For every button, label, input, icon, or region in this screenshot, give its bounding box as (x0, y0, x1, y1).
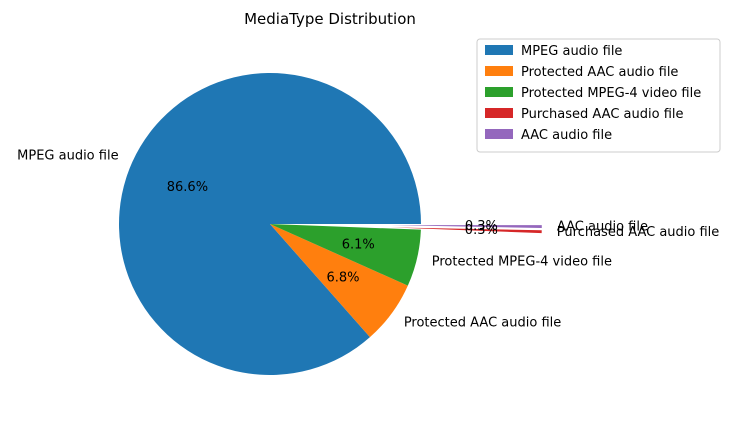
pie-slice-protected-mpeg-4-video-file (270, 224, 421, 286)
pie-slice-aac-audio-file (390, 225, 542, 228)
legend-swatch-purchased-aac-audio-file (485, 108, 513, 118)
pie-slice-protected-aac-audio-file (270, 224, 408, 338)
legend-box (476, 38, 721, 153)
slice-pct-protected-mpeg-4-video-file: 6.1% (342, 238, 375, 253)
legend: MPEG audio file Protected AAC audio file P… (476, 38, 721, 153)
slice-pct-protected-aac-audio-file: 6.8% (326, 271, 359, 286)
slice-label-purchased-aac-audio-file: Purchased AAC audio file (557, 225, 720, 240)
pie-slices (119, 73, 542, 376)
legend-label-protected-aac-audio-file: Protected AAC audio file (521, 65, 678, 80)
legend-label-aac-audio-file: AAC audio file (521, 128, 612, 143)
slice-pct-mpeg-audio-file: 86.6% (167, 180, 208, 195)
legend-swatch-protected-aac-audio-file (485, 66, 513, 76)
slice-pct-aac-audio-file: 0.3% (465, 219, 498, 234)
slice-label-mpeg-audio-file: MPEG audio file (17, 149, 118, 164)
legend-label-protected-mpeg-4-video-file: Protected MPEG-4 video file (521, 86, 701, 101)
legend-label-purchased-aac-audio-file: Purchased AAC audio file (521, 107, 684, 122)
slice-labels: MPEG audio file 86.6% Protected AAC audio … (17, 149, 719, 331)
chart-title: MediaType Distribution (244, 10, 416, 28)
slice-label-protected-aac-audio-file: Protected AAC audio file (404, 315, 561, 330)
slice-pct-purchased-aac-audio-file: 0.3% (465, 223, 498, 238)
pie-slice-mpeg-audio-file (119, 73, 422, 376)
slice-label-protected-mpeg-4-video-file: Protected MPEG-4 video file (432, 255, 612, 270)
pie-slice-purchased-aac-audio-file (390, 227, 542, 234)
legend-swatch-aac-audio-file (485, 129, 513, 139)
legend-swatch-protected-mpeg-4-video-file (485, 87, 513, 97)
slice-label-aac-audio-file: AAC audio file (557, 220, 648, 235)
legend-label-mpeg-audio-file: MPEG audio file (521, 44, 622, 59)
legend-swatch-mpeg-audio-file (485, 45, 513, 55)
